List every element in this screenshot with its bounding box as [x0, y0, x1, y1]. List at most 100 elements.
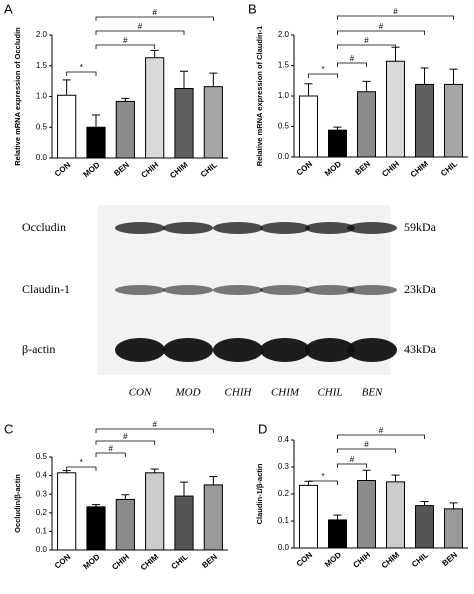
x-tick-label: CHIM: [168, 160, 190, 180]
blot-band: [260, 222, 310, 234]
lane-label: CHIM: [271, 387, 300, 399]
significance-mark: #: [393, 7, 398, 16]
bar: [145, 57, 165, 159]
significance-mark: *: [80, 63, 83, 72]
significance-bracket: [95, 428, 214, 433]
blot-band: [305, 285, 355, 295]
significance-mark: #: [379, 22, 384, 31]
blot-band: [260, 338, 310, 362]
bar: [357, 91, 376, 158]
x-tick-label: CHIL: [439, 159, 459, 178]
bar: [57, 94, 77, 159]
bar: [86, 126, 106, 159]
significance-mark: #: [152, 420, 157, 429]
y-axis-label: Relative mRNA expression of Claudin-1: [255, 26, 264, 167]
bar: [299, 95, 318, 158]
y-tick-label: 1.0: [36, 92, 48, 101]
x-tick-label: CON: [295, 550, 315, 568]
significance-bracket: [337, 434, 425, 439]
size-label: 43kDa: [404, 342, 437, 356]
x-tick-label: CHIH: [110, 552, 131, 572]
y-axis-label: Relative mRNA expression of Occludin: [13, 27, 22, 166]
lane-label: MOD: [174, 387, 200, 399]
blot-band: [115, 222, 165, 234]
significance-mark: #: [350, 455, 355, 464]
size-label: 23kDa: [404, 282, 437, 296]
significance-mark: #: [108, 444, 113, 453]
x-tick-label: BEN: [440, 550, 459, 568]
y-tick-label: 0.4: [278, 435, 290, 444]
y-tick-label: 0.3: [278, 462, 290, 471]
bar: [386, 481, 405, 549]
blot-band: [163, 285, 213, 295]
bar: [86, 506, 106, 551]
blot-band: [347, 222, 397, 234]
bar: [299, 484, 318, 549]
blot-band: [213, 285, 263, 295]
y-tick-label: 0.0: [278, 152, 290, 161]
x-tick-label: CHIM: [409, 159, 431, 179]
blot-band: [115, 285, 165, 295]
y-tick-label: 0.2: [278, 489, 290, 498]
y-tick-label: 1.5: [36, 61, 48, 70]
x-tick-label: CHIL: [410, 550, 430, 569]
bar: [357, 480, 376, 549]
bar: [415, 505, 434, 549]
significance-mark: #: [350, 54, 355, 63]
x-tick-label: CHIM: [139, 552, 161, 572]
y-tick-label: 0.3: [36, 489, 48, 498]
significance-bracket: [95, 452, 126, 457]
panel-label: B: [248, 1, 257, 16]
significance-mark: #: [379, 426, 384, 435]
x-tick-label: MOD: [323, 550, 343, 569]
x-tick-label: CHIL: [170, 552, 190, 571]
bar: [444, 83, 463, 158]
protein-label: Occludin: [22, 220, 66, 234]
protein-label: β-actin: [22, 342, 55, 356]
bar: [57, 472, 77, 551]
x-tick-label: MOD: [82, 160, 102, 179]
blot-band: [163, 338, 213, 362]
x-tick-label: MOD: [82, 552, 102, 571]
significance-bracket: [95, 30, 185, 35]
bar: [174, 495, 194, 551]
significance-bracket: [95, 16, 214, 21]
blot-band: [213, 222, 263, 234]
size-label: 59kDa: [404, 220, 437, 234]
lane-label: CHIL: [317, 387, 342, 399]
significance-bracket: [337, 30, 425, 35]
bar: [145, 472, 165, 551]
lane-label: CHIH: [225, 387, 253, 399]
bar: [386, 60, 405, 158]
y-axis-label: Occludin/β-actin: [13, 474, 22, 533]
y-tick-label: 0.0: [36, 545, 48, 554]
x-tick-label: CON: [295, 159, 315, 177]
y-tick-label: 2.0: [278, 30, 290, 39]
x-tick-label: CHIH: [351, 550, 372, 570]
bar: [203, 484, 223, 551]
significance-bracket: [95, 440, 156, 445]
bar: [115, 498, 135, 551]
y-tick-label: 0.5: [278, 122, 290, 131]
significance-bracket: [308, 480, 338, 485]
y-tick-label: 0.5: [36, 122, 48, 131]
x-tick-label: CHIL: [199, 160, 219, 179]
x-tick-label: BEN: [200, 552, 219, 570]
lane-label: BEN: [362, 387, 383, 399]
y-tick-label: 1.5: [278, 61, 290, 70]
y-tick-label: 0.1: [278, 516, 290, 525]
bar: [174, 88, 194, 159]
significance-bracket: [337, 448, 396, 453]
y-tick-label: 0.0: [278, 543, 290, 552]
blot-band: [115, 338, 165, 362]
significance-mark: #: [364, 36, 369, 45]
y-tick-label: 0.4: [36, 471, 48, 480]
x-tick-label: CHIH: [380, 159, 401, 179]
significance-mark: #: [364, 440, 369, 449]
blot-band: [347, 285, 397, 295]
y-tick-label: 2.0: [36, 30, 48, 39]
significance-bracket: [337, 62, 367, 67]
significance-bracket: [337, 15, 454, 20]
y-tick-label: 0.0: [36, 153, 48, 162]
